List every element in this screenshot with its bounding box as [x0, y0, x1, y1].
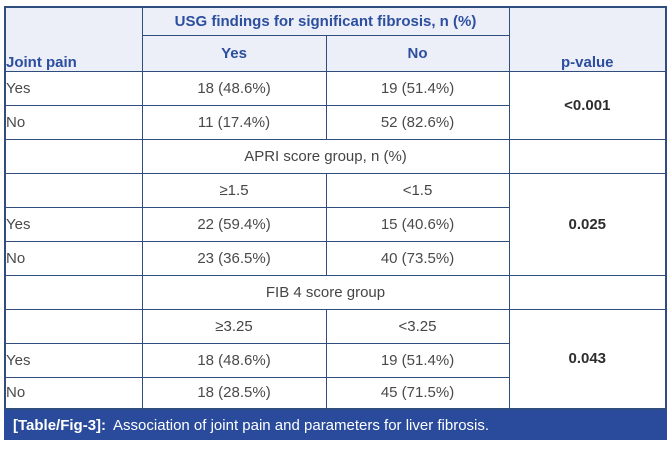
data-cell: 22 (59.4%): [141, 206, 327, 242]
row-label-cell: No: [4, 104, 143, 140]
data-cell: 45 (71.5%): [325, 376, 510, 410]
data-cell: 15 (40.6%): [325, 206, 510, 242]
data-row: No 11 (17.4%) 52 (82.6%): [4, 104, 666, 140]
p-value-cell: 0.025: [508, 172, 667, 276]
row-label-cell: Yes: [4, 342, 143, 378]
header-row-span: Joint pain USG findings for significant …: [4, 6, 667, 72]
empty-cell: [4, 308, 143, 344]
table-caption-tag: [Table/Fig-3]:: [13, 416, 107, 434]
data-cell: 40 (73.5%): [325, 240, 510, 276]
fibrosis-association-table: Joint pain USG findings for significant …: [4, 6, 668, 410]
group-header-row: FIB 4 score group: [4, 274, 667, 310]
group-label-cell: FIB 4 score group: [141, 274, 510, 310]
header-cell-no: No: [325, 34, 510, 72]
empty-cell: [508, 138, 667, 174]
data-cell: 52 (82.6%): [325, 104, 510, 140]
subheader-cell: ≥1.5: [141, 172, 327, 208]
group-label-cell: APRI score group, n (%): [141, 138, 510, 174]
subheader-cell: ≥3.25: [141, 308, 327, 344]
empty-cell: [508, 274, 667, 310]
subheader-cell: <1.5: [325, 172, 510, 208]
empty-cell: [4, 274, 143, 310]
data-cell: 23 (36.5%): [141, 240, 327, 276]
data-cell: 18 (48.6%): [141, 70, 327, 106]
page: Joint pain USG findings for significant …: [4, 6, 668, 440]
data-cell: 19 (51.4%): [325, 342, 510, 378]
empty-cell: [4, 138, 143, 174]
data-row: No 18 (28.5%) 45 (71.5%): [4, 376, 666, 410]
subheader-cell: <3.25: [325, 308, 510, 344]
row-label-cell: No: [4, 376, 143, 410]
table-caption-bar: [Table/Fig-3]: Association of joint pain…: [4, 410, 667, 440]
data-row: Yes 18 (48.6%) 19 (51.4%): [4, 342, 666, 378]
data-cell: 18 (28.5%): [141, 376, 327, 410]
subheader-row: ≥1.5 <1.5 0.025: [4, 172, 667, 276]
row-label-cell: No: [4, 240, 143, 276]
empty-cell: [4, 172, 143, 208]
data-row: No 23 (36.5%) 40 (73.5%): [4, 240, 666, 276]
p-value-cell: <0.001: [508, 70, 667, 140]
row-label-cell: Yes: [4, 70, 143, 106]
table-caption-text: Association of joint pain and parameters…: [113, 416, 490, 434]
header-cell-joint-pain: Joint pain: [4, 6, 143, 72]
header-cell-usg-findings: USG findings for significant fibrosis, n…: [141, 6, 510, 36]
header-row-yes-no: Yes No: [5, 34, 666, 72]
data-cell: 18 (48.6%): [141, 342, 327, 378]
header-cell-yes: Yes: [141, 34, 327, 72]
data-row: Yes 18 (48.6%) 19 (51.4%) <0.001: [4, 70, 667, 140]
group-header-row: APRI score group, n (%): [4, 138, 667, 174]
data-cell: 11 (17.4%): [141, 104, 327, 140]
data-row: Yes 22 (59.4%) 15 (40.6%): [4, 206, 666, 242]
p-value-cell: 0.043: [508, 308, 667, 410]
header-cell-p-value: p-value: [508, 6, 667, 72]
subheader-row: ≥3.25 <3.25 0.043: [4, 308, 667, 410]
data-cell: 19 (51.4%): [325, 70, 510, 106]
row-label-cell: Yes: [4, 206, 143, 242]
